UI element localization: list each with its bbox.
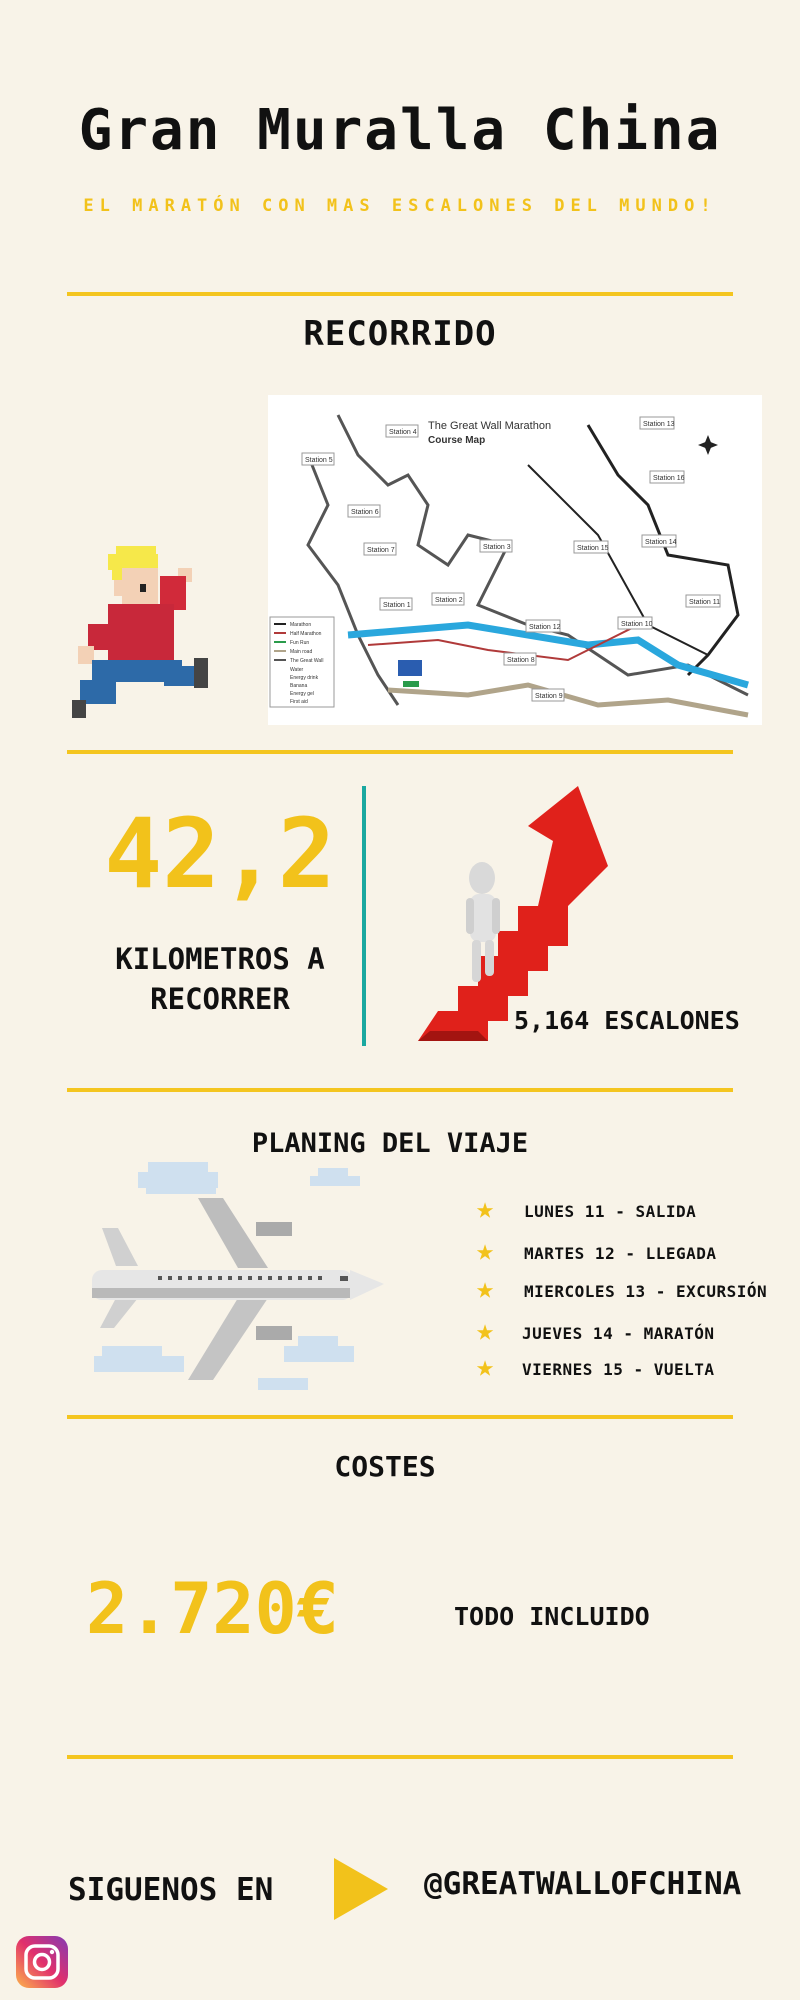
price-value: 2.720€ bbox=[86, 1568, 339, 1650]
station-label: Station 4 bbox=[389, 429, 417, 436]
page-title: Gran Muralla China bbox=[78, 98, 722, 163]
divider bbox=[67, 292, 733, 296]
station-label: Station 13 bbox=[643, 421, 675, 428]
route-heading: RECORRIDO bbox=[303, 314, 497, 354]
station-label: Station 5 bbox=[305, 457, 333, 464]
price-note: TODO INCLUIDO bbox=[454, 1602, 650, 1631]
divider bbox=[67, 750, 733, 754]
station-label: Station 11 bbox=[689, 599, 720, 606]
play-icon[interactable] bbox=[334, 1858, 390, 1920]
station-label: Station 14 bbox=[645, 539, 677, 546]
star-icon: ★ bbox=[476, 1313, 495, 1348]
legend-item: Water bbox=[290, 667, 303, 673]
planning-heading: PLANING DEL VIAJE bbox=[251, 1128, 529, 1159]
stairs-arrow-icon bbox=[418, 786, 608, 1041]
legend-item: Marathon bbox=[290, 622, 311, 628]
station-label: Station 9 bbox=[535, 693, 563, 700]
station-label: Station 10 bbox=[621, 621, 653, 628]
star-icon: ★ bbox=[476, 1191, 495, 1226]
station-label: Station 7 bbox=[367, 547, 395, 554]
costs-heading: COSTES bbox=[334, 1450, 436, 1483]
social-handle[interactable]: @GREATWALLOFCHINA bbox=[424, 1866, 742, 1902]
legend-item: Half Marathon bbox=[290, 631, 322, 637]
divider bbox=[67, 1088, 733, 1092]
legend-item: Fun Run bbox=[290, 640, 309, 646]
star-icon: ★ bbox=[476, 1271, 495, 1306]
station-label: Station 6 bbox=[351, 509, 379, 516]
map-subtitle: Course Map bbox=[428, 435, 485, 446]
runner-icon bbox=[72, 546, 208, 718]
plan-item: VIERNES 15 - VUELTA bbox=[522, 1360, 715, 1379]
station-label: Station 2 bbox=[435, 597, 463, 604]
distance-label-line1: KILOMETROS A bbox=[115, 942, 325, 976]
steps-label: 5,164 ESCALONES bbox=[514, 1006, 740, 1035]
page-subtitle: EL MARATÓN CON MAS ESCALONES DEL MUNDO! bbox=[83, 196, 717, 216]
station-label: Station 12 bbox=[529, 624, 561, 631]
map-title: The Great Wall Marathon bbox=[428, 420, 551, 432]
station-label: Station 15 bbox=[577, 545, 609, 552]
compass-icon bbox=[698, 435, 718, 455]
legend-item: The Great Wall bbox=[290, 658, 323, 664]
airplane-icon bbox=[92, 1162, 384, 1390]
station-label: Station 3 bbox=[483, 544, 511, 551]
vertical-divider bbox=[362, 786, 366, 1046]
follow-label: SIGUENOS EN bbox=[68, 1872, 274, 1908]
legend-item: Energy gel bbox=[290, 691, 314, 697]
star-icon: ★ bbox=[476, 1233, 495, 1268]
divider bbox=[67, 1755, 733, 1759]
station-label: Station 16 bbox=[653, 475, 685, 482]
legend-item: First aid bbox=[290, 699, 308, 705]
legend-item: Energy drink bbox=[290, 675, 319, 681]
plan-item: MARTES 12 - LLEGADA bbox=[524, 1244, 717, 1263]
legend-item: Banana bbox=[290, 683, 307, 689]
station-label: Station 1 bbox=[383, 602, 411, 609]
divider bbox=[67, 1415, 733, 1419]
distance-value: 42,2 bbox=[104, 798, 336, 910]
distance-label-line2: RECORRER bbox=[150, 982, 290, 1016]
legend-item: Main road bbox=[290, 649, 312, 655]
course-map: The Great Wall Marathon Course Map Stati… bbox=[268, 395, 762, 725]
station-label: Station 8 bbox=[507, 657, 535, 664]
instagram-icon[interactable] bbox=[16, 1936, 68, 1988]
plan-item: JUEVES 14 - MARATÓN bbox=[522, 1324, 715, 1343]
plan-item: LUNES 11 - SALIDA bbox=[524, 1202, 697, 1221]
star-icon: ★ bbox=[476, 1349, 495, 1384]
plan-item: MIERCOLES 13 - EXCURSIÓN bbox=[524, 1282, 768, 1301]
